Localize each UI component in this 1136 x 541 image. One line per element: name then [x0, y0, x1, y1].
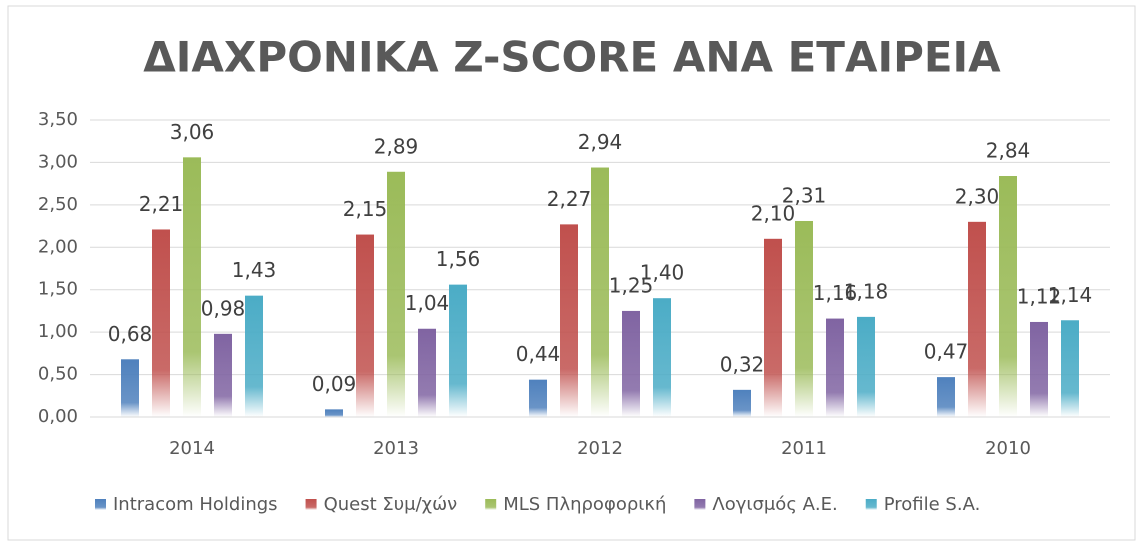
data-label: 1,04 [405, 291, 450, 315]
legend-label: Profile S.A. [884, 494, 981, 515]
bar [968, 221, 986, 417]
legend-swatch [485, 499, 497, 510]
data-label: 1,40 [640, 261, 685, 285]
bar [214, 333, 232, 417]
bar [418, 328, 436, 417]
bar [325, 409, 343, 417]
data-label: 0,09 [312, 372, 357, 396]
bar [826, 318, 844, 417]
data-label: 1,12 [1017, 284, 1062, 308]
data-label: 1,25 [609, 273, 654, 297]
y-tick-label: 3,50 [38, 109, 78, 130]
data-label: 1,43 [232, 258, 277, 282]
data-label: 0,98 [201, 296, 246, 320]
legend-swatch [865, 499, 877, 510]
data-label: 0,44 [516, 342, 561, 366]
bar [529, 379, 547, 417]
legend-label: Quest Συμ/χών [324, 494, 458, 515]
legend-label: Intracom Holdings [113, 494, 278, 515]
data-label: 3,06 [170, 120, 215, 144]
bar [653, 298, 671, 417]
legend-swatch [694, 499, 706, 510]
bar [591, 167, 609, 417]
data-label: 1,18 [844, 279, 889, 303]
bar [795, 220, 813, 417]
y-tick-label: 2,00 [38, 236, 78, 257]
data-label: 2,31 [782, 183, 827, 207]
bar [560, 224, 578, 417]
bar [183, 157, 201, 417]
data-label: 2,84 [986, 139, 1031, 163]
y-tick-label: 2,50 [38, 194, 78, 215]
y-tick-label: 1,50 [38, 279, 78, 300]
data-label: 0,68 [108, 322, 153, 346]
bar [733, 389, 751, 417]
legend-label: Λογισμός Α.Ε. [712, 494, 837, 515]
bar [387, 171, 405, 417]
bar [449, 284, 467, 417]
bar [622, 310, 640, 417]
legend-label: MLS Πληροφορική [503, 494, 666, 515]
bar [764, 238, 782, 417]
chart-title: ΔΙΑΧΡΟΝΙΚΑ Z-SCORE ΑΝΑ ΕΤΑΙΡΕΙΑ [143, 33, 1001, 82]
bar [152, 229, 170, 417]
bar [857, 316, 875, 417]
y-tick-label: 0,00 [38, 406, 78, 427]
bar [245, 295, 263, 417]
x-tick-label: 2013 [373, 438, 419, 459]
data-label: 0,47 [924, 340, 969, 364]
data-label: 2,94 [578, 130, 623, 154]
x-tick-label: 2014 [169, 438, 215, 459]
y-tick-label: 3,00 [38, 151, 78, 172]
x-tick-label: 2012 [577, 438, 623, 459]
bar [356, 234, 374, 417]
legend-swatch [95, 499, 106, 510]
data-label: 1,14 [1048, 283, 1093, 307]
bar [121, 359, 139, 417]
bar [937, 377, 955, 417]
data-label: 2,10 [751, 201, 796, 225]
data-label: 1,56 [436, 247, 481, 271]
data-label: 2,15 [343, 197, 388, 221]
data-label: 2,89 [374, 134, 419, 158]
x-tick-label: 2010 [985, 438, 1031, 459]
y-tick-label: 0,50 [38, 364, 78, 385]
y-tick-label: 1,00 [38, 321, 78, 342]
legend-swatch [305, 499, 317, 510]
bar [1061, 320, 1079, 417]
data-label: 2,21 [139, 192, 184, 216]
x-tick-label: 2011 [781, 438, 827, 459]
bar [999, 176, 1017, 417]
data-label: 0,32 [720, 352, 765, 376]
bar [1030, 321, 1048, 417]
data-label: 2,30 [955, 184, 1000, 208]
data-label: 2,27 [547, 187, 592, 211]
data-label: 1,16 [813, 281, 858, 305]
